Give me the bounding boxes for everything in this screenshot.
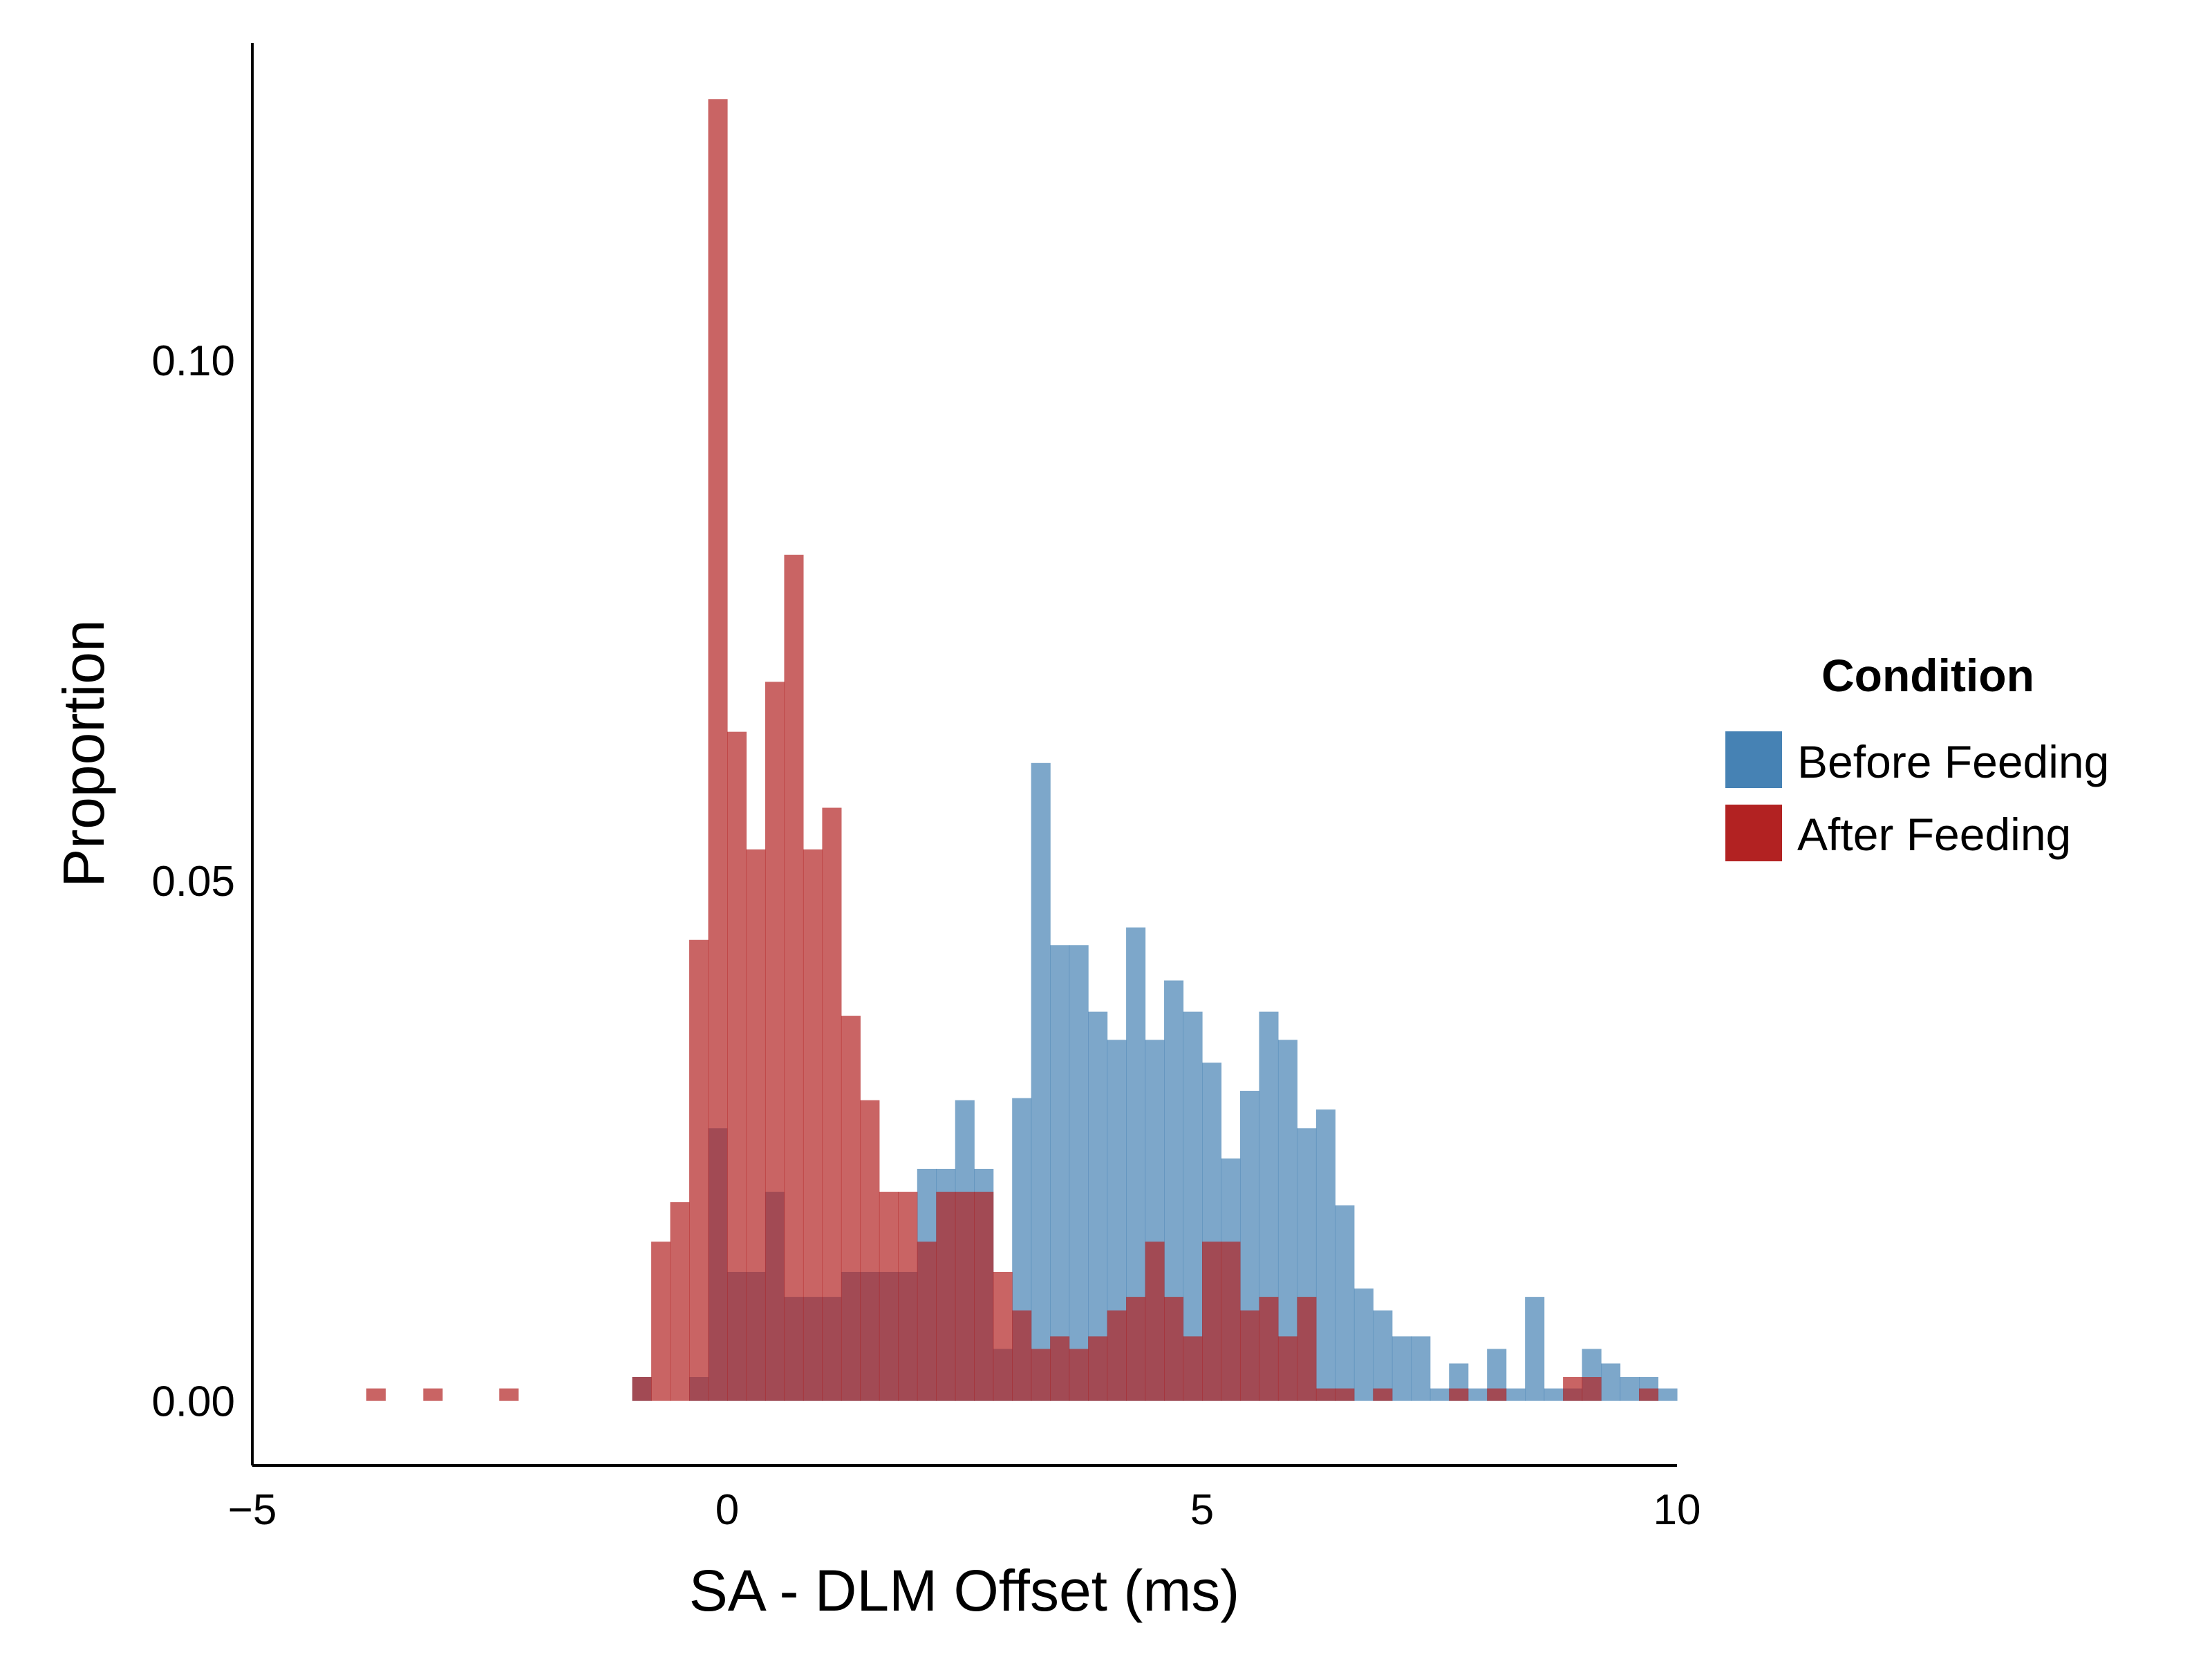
legend: Condition Before Feeding After Feeding (1725, 650, 2109, 861)
histogram-bar-after-feeding (1335, 1388, 1355, 1401)
histogram-bar-before-feeding (1050, 945, 1070, 1401)
histogram-bar-after-feeding (1145, 1241, 1165, 1401)
histogram-bar-after-feeding (746, 849, 766, 1401)
x-tick-label: −5 (228, 1486, 277, 1534)
histogram-bar-before-feeding (1525, 1297, 1545, 1401)
histogram-bar-after-feeding (1277, 1336, 1297, 1401)
histogram-bar-after-feeding (1297, 1297, 1317, 1401)
histogram-bar-after-feeding (822, 807, 842, 1401)
histogram-bar-before-feeding (1468, 1388, 1488, 1401)
y-axis-title: Proportion (51, 619, 116, 888)
histogram-bar-before-feeding (1601, 1363, 1621, 1401)
legend-swatch-before-feeding (1725, 731, 1782, 788)
x-tick-label: 0 (715, 1486, 739, 1534)
histogram-bar-after-feeding (1563, 1377, 1583, 1401)
histogram-bar-after-feeding (765, 682, 785, 1401)
x-tick-label: 10 (1653, 1486, 1701, 1534)
histogram-bar-before-feeding (1620, 1377, 1640, 1401)
histogram-bar-after-feeding (1069, 1349, 1089, 1401)
histogram-bar-after-feeding (974, 1192, 994, 1401)
histogram-bar-after-feeding (1107, 1310, 1127, 1401)
histogram-bar-before-feeding (1391, 1336, 1412, 1401)
histogram-bar-after-feeding (651, 1241, 671, 1401)
histogram-bar-after-feeding (499, 1388, 519, 1401)
legend-swatch-after-feeding (1725, 805, 1782, 861)
histogram-bar-before-feeding (1411, 1336, 1431, 1401)
legend-title: Condition (1821, 650, 2034, 701)
histogram-bar-after-feeding (1088, 1336, 1108, 1401)
histogram-bar-after-feeding (1031, 1349, 1051, 1401)
histogram-bar-after-feeding (1164, 1297, 1184, 1401)
x-tick-label: 5 (1190, 1486, 1214, 1534)
y-tick-label: 0.05 (151, 858, 235, 906)
histogram-bar-before-feeding (1544, 1388, 1564, 1401)
histogram-bar-after-feeding (803, 849, 823, 1401)
histogram-bar-after-feeding (1373, 1388, 1393, 1401)
histogram-bar-after-feeding (1221, 1241, 1241, 1401)
histogram-bar-before-feeding (1335, 1205, 1355, 1401)
histogram-bar-before-feeding (1506, 1388, 1526, 1401)
histogram-bar-before-feeding (1353, 1288, 1374, 1401)
histogram-bar-after-feeding (1582, 1377, 1602, 1401)
legend-label-after-feeding: After Feeding (1797, 809, 2071, 860)
series-after-feeding-bars (366, 99, 1659, 1401)
histogram-bar-after-feeding (632, 1377, 652, 1401)
histogram-bar-after-feeding (366, 1388, 386, 1401)
histogram-bar-after-feeding (955, 1192, 975, 1401)
histogram-bar-after-feeding (670, 1202, 690, 1401)
histogram-bar-before-feeding (1069, 945, 1089, 1401)
histogram-bar-after-feeding (1639, 1388, 1659, 1401)
histogram-bar-before-feeding (1183, 1011, 1203, 1401)
histogram-bar-after-feeding (879, 1192, 899, 1401)
histogram-bar-after-feeding (1259, 1297, 1279, 1401)
x-axis-title: SA - DLM Offset (ms) (689, 1558, 1240, 1623)
histogram-bar-after-feeding (1126, 1297, 1146, 1401)
histogram-bar-after-feeding (727, 731, 747, 1401)
y-tick-label: 0.10 (151, 337, 235, 385)
histogram-bar-after-feeding (898, 1192, 918, 1401)
histogram-bar-after-feeding (708, 99, 728, 1401)
y-tick-label: 0.00 (151, 1378, 235, 1426)
histogram-bar-before-feeding (1373, 1310, 1393, 1401)
histogram-bar-after-feeding (993, 1271, 1013, 1401)
histogram-bar-before-feeding (1658, 1388, 1678, 1401)
histogram-bar-before-feeding (1315, 1109, 1335, 1401)
histogram-bar-after-feeding (860, 1100, 880, 1401)
histogram-bar-before-feeding (1430, 1388, 1450, 1401)
histogram-bar-after-feeding (1315, 1388, 1335, 1401)
histogram-bar-after-feeding (689, 939, 709, 1401)
histogram-bar-after-feeding (1050, 1336, 1070, 1401)
y-axis-ticks: 0.00 0.05 0.10 (151, 337, 235, 1426)
histogram-bar-before-feeding (1031, 762, 1051, 1401)
histogram-bar-after-feeding (1012, 1310, 1032, 1401)
histogram-bar-after-feeding (1487, 1388, 1507, 1401)
legend-label-before-feeding: Before Feeding (1797, 736, 2109, 787)
histogram-bar-after-feeding (917, 1241, 937, 1401)
x-axis-ticks: −5 0 5 10 (228, 1486, 1701, 1534)
histogram-bar-after-feeding (936, 1192, 956, 1401)
histogram-bar-after-feeding (1183, 1336, 1203, 1401)
histogram-bar-after-feeding (1202, 1241, 1222, 1401)
histogram-bar-after-feeding (841, 1015, 861, 1401)
histogram-bar-after-feeding (1239, 1310, 1260, 1401)
histogram-bar-after-feeding (784, 554, 804, 1401)
histogram-bar-after-feeding (423, 1388, 443, 1401)
histogram-bar-after-feeding (1449, 1388, 1469, 1401)
histogram-bar-before-feeding (1088, 1011, 1108, 1401)
